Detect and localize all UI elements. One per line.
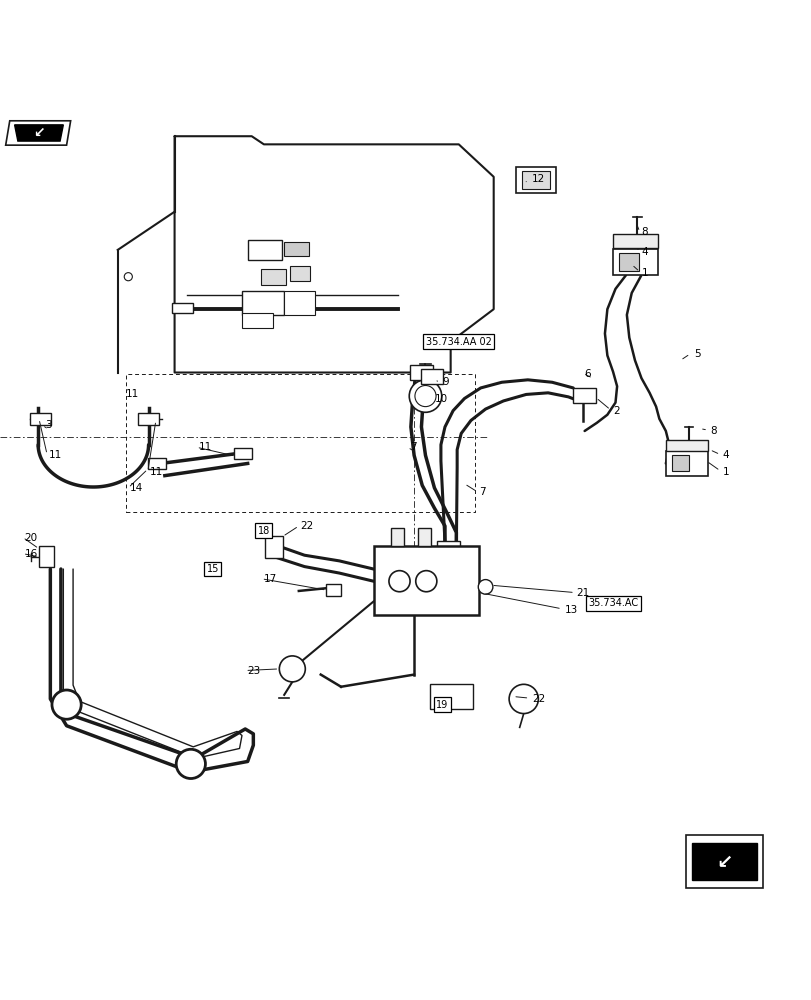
Bar (284, 242, 308, 256)
Bar (242, 313, 272, 328)
Circle shape (388, 571, 410, 592)
Bar (242, 291, 284, 315)
Bar (420, 369, 443, 384)
Text: 13: 13 (564, 605, 577, 615)
Text: 11: 11 (199, 442, 212, 452)
Bar (436, 541, 459, 557)
Bar (391, 528, 404, 546)
Text: 5: 5 (693, 349, 700, 359)
Bar (515, 167, 556, 193)
Circle shape (409, 380, 441, 412)
Text: 14: 14 (130, 483, 143, 493)
Text: 16: 16 (24, 549, 37, 559)
Text: 18: 18 (257, 526, 270, 536)
Text: 19: 19 (436, 700, 448, 710)
Bar (418, 528, 431, 546)
Bar (573, 388, 595, 403)
Bar (430, 684, 472, 709)
Bar (138, 413, 159, 425)
Bar (410, 365, 432, 380)
Text: 1: 1 (641, 268, 647, 278)
Bar (234, 448, 251, 459)
Text: 15: 15 (206, 564, 219, 574)
Text: 21: 21 (576, 588, 589, 598)
Text: 11: 11 (150, 467, 163, 477)
Text: 9: 9 (442, 377, 448, 387)
Circle shape (279, 656, 305, 682)
Text: ↙: ↙ (715, 853, 732, 872)
Bar (39, 546, 54, 567)
Text: 35.734.AC: 35.734.AC (587, 598, 637, 608)
Bar (261, 269, 285, 285)
Polygon shape (691, 843, 756, 880)
Text: 3: 3 (45, 420, 51, 430)
Text: 35.734.AA 02: 35.734.AA 02 (425, 337, 491, 347)
Bar (264, 536, 282, 558)
Text: 22: 22 (531, 694, 544, 704)
Text: ↙: ↙ (33, 126, 45, 140)
Bar (326, 584, 341, 596)
Bar (148, 458, 165, 469)
Circle shape (508, 684, 538, 714)
Bar (247, 240, 281, 260)
Text: 10: 10 (434, 393, 447, 403)
Polygon shape (6, 121, 71, 145)
Bar (618, 253, 638, 271)
Text: 8: 8 (641, 227, 647, 237)
Text: 4: 4 (722, 450, 728, 460)
Bar (290, 266, 310, 281)
Text: 6: 6 (584, 369, 590, 379)
Bar (521, 171, 549, 189)
Text: 8: 8 (710, 426, 716, 436)
Circle shape (176, 749, 205, 779)
Circle shape (478, 580, 492, 594)
Text: 7: 7 (478, 487, 485, 497)
Text: 23: 23 (247, 666, 260, 676)
Text: 20: 20 (24, 533, 37, 543)
Text: 4: 4 (641, 247, 647, 257)
Bar (448, 547, 471, 563)
Text: 7: 7 (410, 442, 416, 452)
Text: 1: 1 (722, 467, 728, 477)
Bar (665, 440, 707, 451)
Bar (284, 291, 315, 315)
Text: 12: 12 (531, 174, 544, 184)
Text: 22: 22 (300, 521, 313, 531)
Bar (612, 234, 657, 248)
Bar (30, 413, 51, 425)
Polygon shape (15, 125, 63, 141)
Circle shape (415, 571, 436, 592)
Bar (373, 546, 478, 615)
Text: 17: 17 (264, 574, 277, 584)
Bar (685, 835, 762, 888)
Text: 11: 11 (49, 450, 62, 460)
Text: 2: 2 (612, 406, 619, 416)
Circle shape (52, 690, 81, 719)
Text: 11: 11 (126, 389, 139, 399)
Bar (172, 303, 193, 313)
Bar (671, 455, 689, 471)
Circle shape (124, 273, 132, 281)
Bar (665, 451, 707, 476)
Bar (612, 249, 657, 275)
Circle shape (414, 386, 436, 407)
